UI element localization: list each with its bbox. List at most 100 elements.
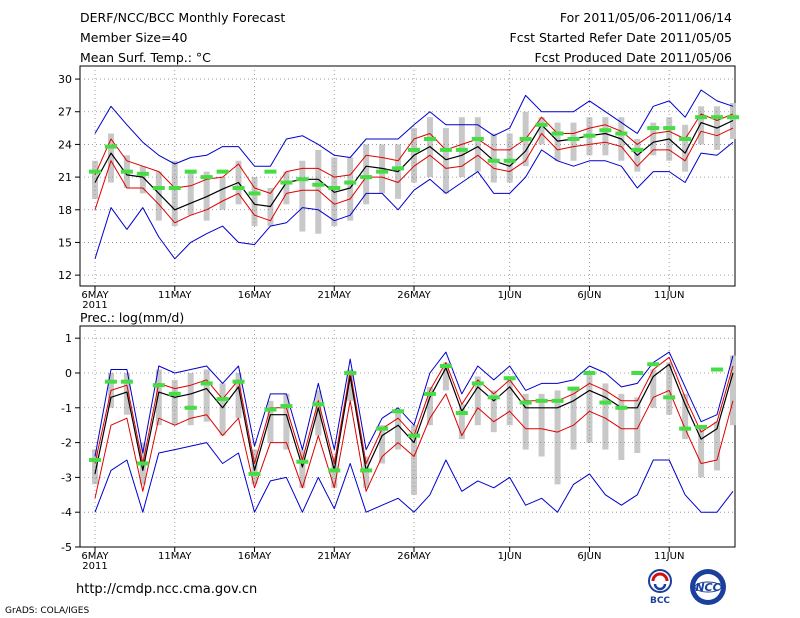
bcc-logo: BCC xyxy=(648,569,672,606)
header-right: For 2011/05/06-2011/06/14 Fcst Started R… xyxy=(510,10,733,70)
refer-date: Fcst Started Refer Date 2011/05/05 xyxy=(509,30,733,45)
x-tick-label: 1JUN xyxy=(498,290,522,301)
marker xyxy=(631,370,644,375)
lower-line xyxy=(94,127,734,224)
marker xyxy=(120,379,133,384)
spread-bar xyxy=(474,117,481,172)
logos: BCC NCC xyxy=(648,569,726,606)
marker xyxy=(120,169,133,174)
marker xyxy=(296,177,309,182)
marker xyxy=(152,185,165,190)
spread-bar xyxy=(171,160,178,227)
marker xyxy=(360,175,373,180)
spread-bar xyxy=(219,177,226,210)
marker xyxy=(200,381,213,386)
x-tick-label: 16MAY xyxy=(238,290,272,301)
marker xyxy=(663,126,676,131)
marker xyxy=(679,136,692,141)
bcc-logo-text: BCC xyxy=(650,596,670,606)
marker xyxy=(423,391,436,396)
marker xyxy=(551,131,564,136)
spread-bar xyxy=(570,386,577,450)
source-url[interactable]: http://cmdp.ncc.cma.gov.cn xyxy=(76,582,258,597)
marker xyxy=(519,400,532,405)
x-tick-label: 21MAY xyxy=(317,551,351,562)
spread-bar xyxy=(506,376,513,426)
spread-bar xyxy=(666,362,673,415)
spread-bar xyxy=(203,369,210,422)
marker xyxy=(344,370,357,375)
x-tick-label: 6MAY xyxy=(81,551,109,562)
marker xyxy=(376,426,389,431)
marker xyxy=(280,180,293,185)
marker xyxy=(647,362,660,367)
spread-bar xyxy=(251,177,258,227)
x-tick-label: 6JUN xyxy=(577,551,601,562)
marker xyxy=(184,405,197,410)
marker xyxy=(535,122,548,127)
spread-bar xyxy=(92,160,98,199)
spread-bar xyxy=(411,425,417,495)
y-tick-label: 0 xyxy=(65,367,72,380)
x-year-label: 2011 xyxy=(82,561,107,572)
marker xyxy=(439,364,452,369)
marker xyxy=(567,136,580,141)
variable-label: Mean Surf. Temp.: °C xyxy=(80,50,211,65)
marker xyxy=(679,426,692,431)
spread-bar xyxy=(187,171,194,216)
ncc-logo: NCC xyxy=(690,569,726,605)
marker xyxy=(471,381,484,386)
marker xyxy=(248,471,261,476)
marker xyxy=(455,411,468,416)
spread-bar xyxy=(363,144,370,205)
spread-bar xyxy=(682,393,689,440)
x-tick-label: 11MAY xyxy=(158,290,192,301)
marker xyxy=(711,367,724,372)
marker xyxy=(615,131,628,136)
marker xyxy=(232,379,245,384)
maximum-line xyxy=(94,89,734,167)
spread-bar xyxy=(602,117,609,156)
spread-bar xyxy=(379,425,386,464)
marker xyxy=(583,370,596,375)
marker xyxy=(408,433,420,438)
x-year-label: 2011 xyxy=(82,300,107,311)
spread-bar xyxy=(682,124,689,172)
spread-bar xyxy=(107,133,114,183)
spread-bar xyxy=(538,393,545,457)
marker xyxy=(551,398,564,403)
marker xyxy=(392,166,405,171)
marker xyxy=(487,158,500,163)
marker xyxy=(104,379,117,384)
spread-bar xyxy=(634,397,641,454)
y-tick-label: 24 xyxy=(58,138,72,151)
y-tick-label: 18 xyxy=(58,204,72,217)
spread-bar xyxy=(299,160,306,232)
spread-bar xyxy=(650,369,657,408)
marker xyxy=(312,182,325,187)
marker xyxy=(328,185,341,190)
x-tick-label: 16MAY xyxy=(238,551,272,562)
marker xyxy=(519,136,532,141)
marker xyxy=(471,136,484,141)
ensemble-mean-line xyxy=(94,119,734,211)
panel-1: 12 15 18 21 24 27 30 6MAY 11MAY 16MAY 21MAY 26MAY 1J… xyxy=(58,65,739,311)
spread-bar xyxy=(730,355,736,426)
marker xyxy=(727,115,739,120)
spread-bar xyxy=(426,386,433,426)
marker xyxy=(567,386,580,391)
marker xyxy=(599,400,612,405)
y-tick-label: 30 xyxy=(58,73,72,86)
spread-bar xyxy=(698,106,705,145)
marker xyxy=(583,133,596,138)
marker xyxy=(168,391,181,396)
y-tick-label: -3 xyxy=(61,471,72,484)
marker xyxy=(168,185,181,190)
marker xyxy=(184,169,197,174)
y-tick-label: 12 xyxy=(58,269,72,282)
lower-line xyxy=(94,389,734,499)
x-tick-label: 26MAY xyxy=(397,290,431,301)
member-size: Member Size=40 xyxy=(80,30,188,45)
spread-bar xyxy=(522,393,529,450)
marker xyxy=(312,402,325,407)
